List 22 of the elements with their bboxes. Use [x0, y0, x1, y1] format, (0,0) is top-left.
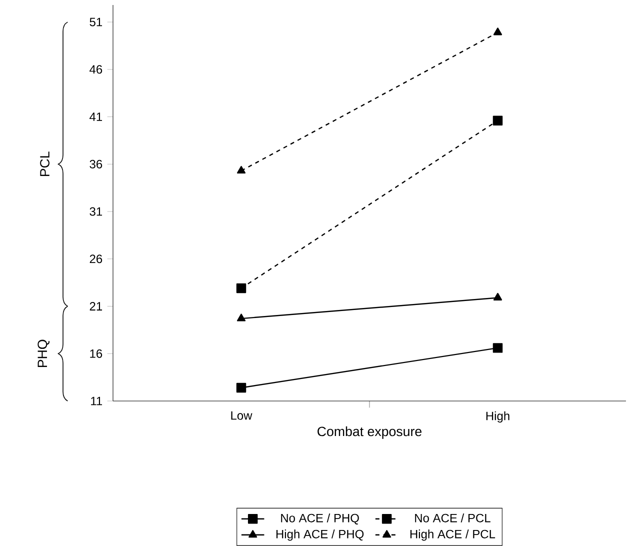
- legend-label: High ACE / PHQ: [276, 530, 364, 541]
- y-tick-label: 31: [90, 207, 102, 216]
- x-tick-label: Low: [231, 411, 252, 420]
- y-tick-label: 26: [90, 254, 102, 264]
- point: [236, 283, 246, 294]
- x-tick-label: High: [486, 411, 510, 423]
- y-tick-label: 46: [90, 65, 102, 74]
- y-tick-label: 41: [90, 112, 102, 121]
- point: [492, 116, 503, 126]
- legend-label: No ACE / PCL: [415, 514, 490, 522]
- point: [492, 343, 503, 353]
- text: PHQ: [38, 340, 50, 367]
- y-tick-label: 36: [90, 160, 102, 168]
- legend-label: High ACE / PCL: [410, 530, 496, 541]
- legend-label: No ACE / PHQ: [281, 514, 359, 524]
- y-tick-label: 21: [90, 302, 102, 310]
- point: [236, 382, 246, 393]
- y-tick-label: 51: [90, 18, 102, 26]
- y-tick-label: 16: [90, 349, 102, 358]
- y-tick-label: 11: [91, 396, 102, 406]
- x-axis-title: Combat exposure: [318, 426, 422, 439]
- text: PCL: [40, 152, 50, 176]
